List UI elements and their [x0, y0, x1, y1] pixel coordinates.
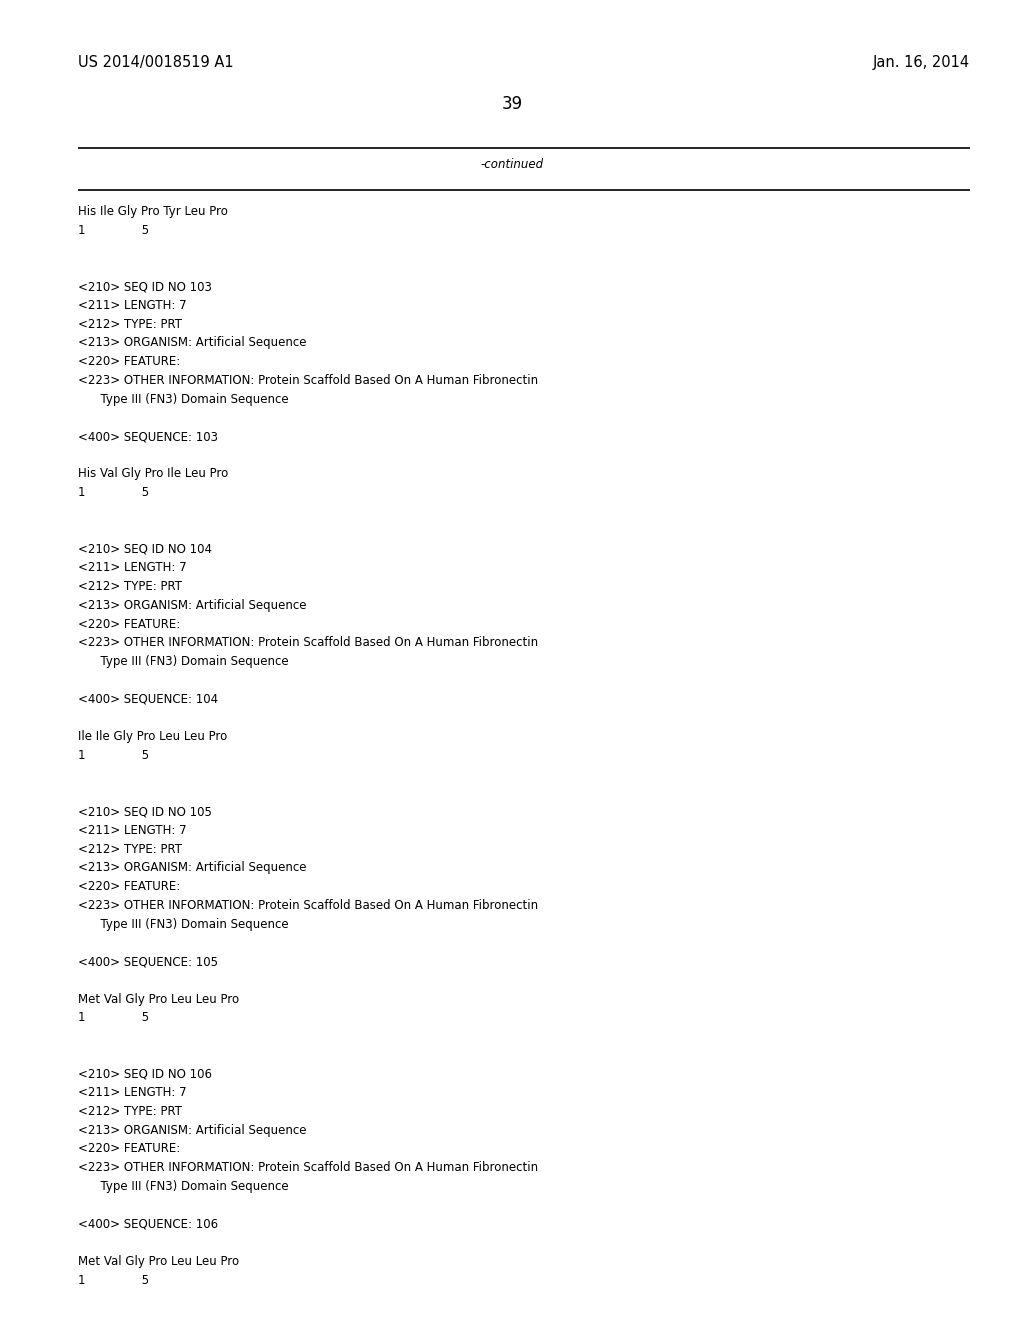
Text: His Ile Gly Pro Tyr Leu Pro: His Ile Gly Pro Tyr Leu Pro: [78, 205, 228, 218]
Text: 1               5: 1 5: [78, 1274, 150, 1287]
Text: <212> TYPE: PRT: <212> TYPE: PRT: [78, 318, 182, 330]
Text: <400> SEQUENCE: 103: <400> SEQUENCE: 103: [78, 430, 218, 444]
Text: 1               5: 1 5: [78, 224, 150, 236]
Text: Ile Ile Gly Pro Leu Leu Pro: Ile Ile Gly Pro Leu Leu Pro: [78, 730, 227, 743]
Text: <220> FEATURE:: <220> FEATURE:: [78, 1143, 180, 1155]
Text: <211> LENGTH: 7: <211> LENGTH: 7: [78, 1086, 186, 1100]
Text: <223> OTHER INFORMATION: Protein Scaffold Based On A Human Fibronectin: <223> OTHER INFORMATION: Protein Scaffol…: [78, 899, 539, 912]
Text: <400> SEQUENCE: 106: <400> SEQUENCE: 106: [78, 1217, 218, 1230]
Text: <210> SEQ ID NO 106: <210> SEQ ID NO 106: [78, 1068, 212, 1081]
Text: <211> LENGTH: 7: <211> LENGTH: 7: [78, 561, 186, 574]
Text: <213> ORGANISM: Artificial Sequence: <213> ORGANISM: Artificial Sequence: [78, 599, 306, 611]
Text: <212> TYPE: PRT: <212> TYPE: PRT: [78, 579, 182, 593]
Text: <223> OTHER INFORMATION: Protein Scaffold Based On A Human Fibronectin: <223> OTHER INFORMATION: Protein Scaffol…: [78, 1162, 539, 1175]
Text: <223> OTHER INFORMATION: Protein Scaffold Based On A Human Fibronectin: <223> OTHER INFORMATION: Protein Scaffol…: [78, 636, 539, 649]
Text: Type III (FN3) Domain Sequence: Type III (FN3) Domain Sequence: [78, 655, 289, 668]
Text: <210> SEQ ID NO 104: <210> SEQ ID NO 104: [78, 543, 212, 556]
Text: Type III (FN3) Domain Sequence: Type III (FN3) Domain Sequence: [78, 392, 289, 405]
Text: Jan. 16, 2014: Jan. 16, 2014: [872, 55, 970, 70]
Text: <211> LENGTH: 7: <211> LENGTH: 7: [78, 824, 186, 837]
Text: 1               5: 1 5: [78, 1011, 150, 1024]
Text: <210> SEQ ID NO 103: <210> SEQ ID NO 103: [78, 280, 212, 293]
Text: 1               5: 1 5: [78, 486, 150, 499]
Text: -continued: -continued: [480, 158, 544, 172]
Text: Met Val Gly Pro Leu Leu Pro: Met Val Gly Pro Leu Leu Pro: [78, 993, 240, 1006]
Text: <213> ORGANISM: Artificial Sequence: <213> ORGANISM: Artificial Sequence: [78, 1123, 306, 1137]
Text: <220> FEATURE:: <220> FEATURE:: [78, 618, 180, 631]
Text: Type III (FN3) Domain Sequence: Type III (FN3) Domain Sequence: [78, 1180, 289, 1193]
Text: Met Val Gly Pro Leu Leu Pro: Met Val Gly Pro Leu Leu Pro: [78, 1255, 240, 1269]
Text: <213> ORGANISM: Artificial Sequence: <213> ORGANISM: Artificial Sequence: [78, 861, 306, 874]
Text: <212> TYPE: PRT: <212> TYPE: PRT: [78, 1105, 182, 1118]
Text: <400> SEQUENCE: 105: <400> SEQUENCE: 105: [78, 954, 218, 968]
Text: <223> OTHER INFORMATION: Protein Scaffold Based On A Human Fibronectin: <223> OTHER INFORMATION: Protein Scaffol…: [78, 374, 539, 387]
Text: <211> LENGTH: 7: <211> LENGTH: 7: [78, 298, 186, 312]
Text: <220> FEATURE:: <220> FEATURE:: [78, 880, 180, 894]
Text: His Val Gly Pro Ile Leu Pro: His Val Gly Pro Ile Leu Pro: [78, 467, 228, 480]
Text: <400> SEQUENCE: 104: <400> SEQUENCE: 104: [78, 693, 218, 705]
Text: <220> FEATURE:: <220> FEATURE:: [78, 355, 180, 368]
Text: <213> ORGANISM: Artificial Sequence: <213> ORGANISM: Artificial Sequence: [78, 337, 306, 350]
Text: <210> SEQ ID NO 105: <210> SEQ ID NO 105: [78, 805, 212, 818]
Text: Type III (FN3) Domain Sequence: Type III (FN3) Domain Sequence: [78, 917, 289, 931]
Text: <212> TYPE: PRT: <212> TYPE: PRT: [78, 842, 182, 855]
Text: 1               5: 1 5: [78, 748, 150, 762]
Text: 39: 39: [502, 95, 522, 114]
Text: US 2014/0018519 A1: US 2014/0018519 A1: [78, 55, 233, 70]
